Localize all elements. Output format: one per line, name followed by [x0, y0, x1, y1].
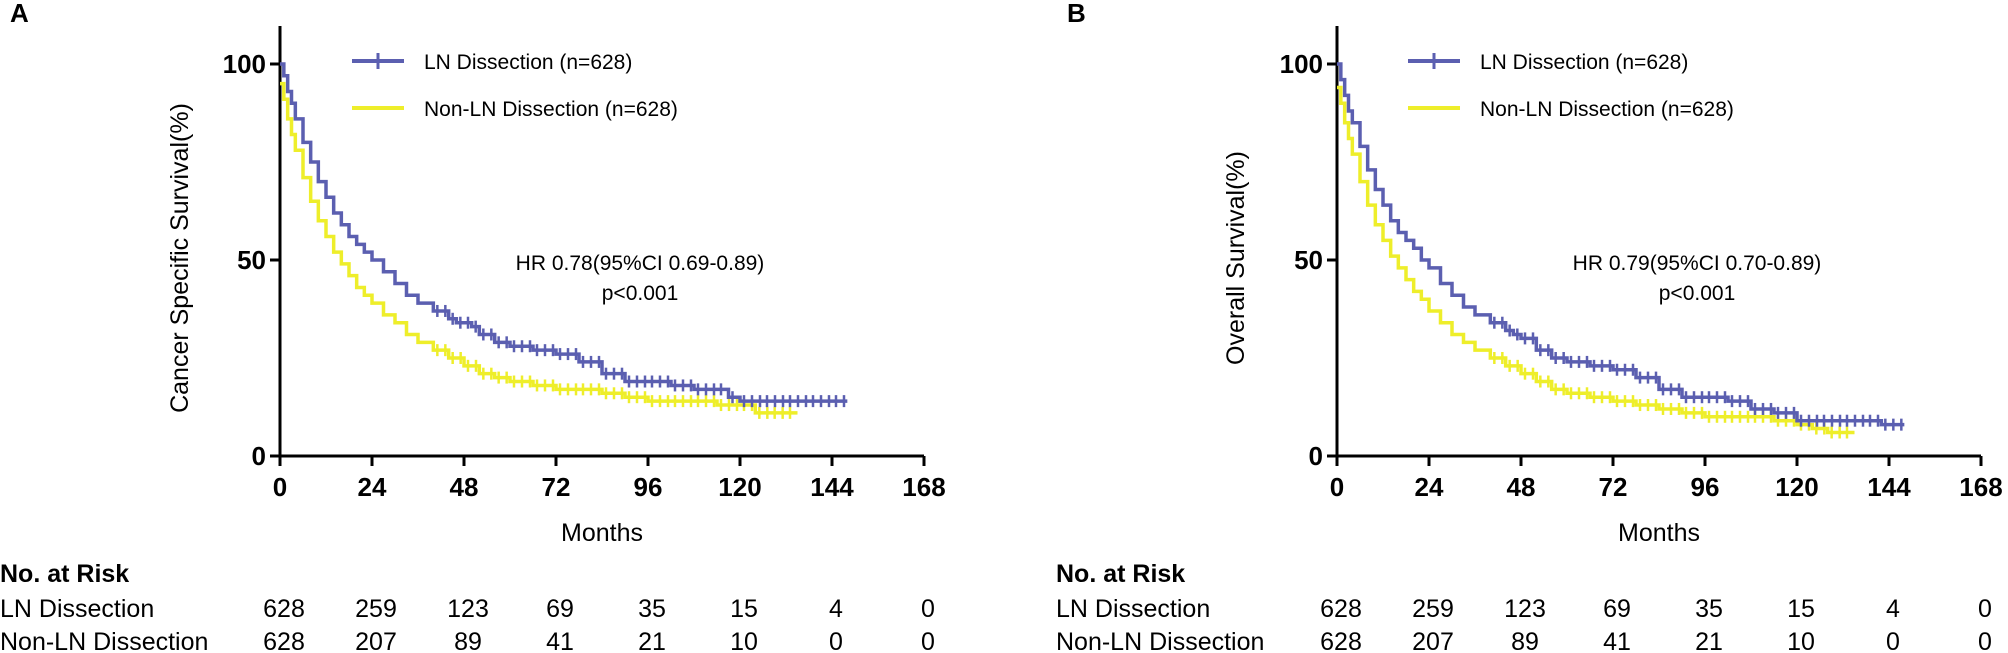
risk-count: 21 — [638, 628, 666, 653]
x-tick-label: 96 — [634, 472, 663, 502]
risk-row-label: LN Dissection — [1056, 595, 1210, 623]
y-tick-label: 50 — [1294, 245, 1323, 275]
x-tick-label: 168 — [902, 472, 945, 502]
risk-table-title: No. at Risk — [1056, 560, 1185, 588]
risk-count: 0 — [1886, 628, 1900, 653]
panel-label: A — [10, 0, 29, 28]
risk-count: 41 — [1603, 628, 1631, 653]
censor-marks-ln — [1493, 316, 1903, 431]
risk-count: 69 — [1603, 595, 1631, 623]
x-tick-label: 120 — [718, 472, 761, 502]
legend-label-ln: LN Dissection (n=628) — [424, 51, 632, 74]
risk-count: 4 — [829, 595, 843, 623]
y-axis-label: Overall Survival(%) — [1222, 151, 1250, 365]
risk-count: 628 — [263, 595, 305, 623]
x-tick-label: 168 — [1959, 472, 2002, 502]
x-tick-label: 72 — [1599, 472, 1628, 502]
y-axis-label: Cancer Specific Survival(%) — [166, 103, 194, 413]
x-tick-label: 120 — [1775, 472, 1818, 502]
x-tick-label: 48 — [450, 472, 479, 502]
risk-count: 15 — [730, 595, 758, 623]
risk-count: 123 — [1504, 595, 1546, 623]
risk-count: 0 — [829, 628, 843, 653]
risk-count: 628 — [1320, 595, 1362, 623]
risk-count: 15 — [1787, 595, 1815, 623]
risk-count: 0 — [921, 628, 935, 653]
x-axis-label: Months — [1618, 519, 1700, 547]
risk-count: 10 — [1787, 628, 1815, 653]
survival-curve-nonln — [1337, 85, 1855, 435]
x-tick-label: 72 — [542, 472, 571, 502]
risk-count: 4 — [1886, 595, 1900, 623]
risk-count: 21 — [1695, 628, 1723, 653]
risk-row-label: Non-LN Dissection — [0, 628, 208, 653]
x-tick-label: 96 — [1691, 472, 1720, 502]
risk-count: 628 — [1320, 628, 1362, 653]
y-tick-label: 100 — [1280, 49, 1323, 79]
risk-count: 628 — [263, 628, 305, 653]
y-tick-label: 50 — [237, 245, 266, 275]
x-tick-label: 48 — [1507, 472, 1536, 502]
hazard-ratio-text: HR 0.79(95%CI 0.70-0.89) — [1573, 252, 1822, 275]
risk-count: 35 — [1695, 595, 1723, 623]
risk-count: 123 — [447, 595, 489, 623]
risk-count: 41 — [546, 628, 574, 653]
censor-marks-nonln — [436, 344, 792, 419]
legend-label-ln: LN Dissection (n=628) — [1480, 51, 1688, 74]
x-tick-label: 24 — [358, 472, 387, 502]
censor-marks-nonln — [1493, 352, 1849, 439]
x-tick-label: 24 — [1415, 472, 1444, 502]
risk-count: 259 — [355, 595, 397, 623]
panel-label: B — [1067, 0, 1086, 28]
x-tick-label: 144 — [810, 472, 854, 502]
survival-curve-nonln — [280, 81, 798, 415]
risk-count: 207 — [1412, 628, 1454, 653]
p-value-text: p<0.001 — [602, 282, 679, 305]
survival-curve-ln — [280, 62, 848, 403]
y-tick-label: 0 — [1309, 441, 1323, 471]
x-tick-label: 144 — [1867, 472, 1911, 502]
risk-row-label: Non-LN Dissection — [1056, 628, 1264, 653]
p-value-text: p<0.001 — [1659, 282, 1736, 305]
risk-count: 0 — [921, 595, 935, 623]
risk-count: 207 — [355, 628, 397, 653]
risk-count: 89 — [454, 628, 482, 653]
legend-label-nonln: Non-LN Dissection (n=628) — [424, 98, 678, 121]
x-tick-label: 0 — [273, 472, 287, 502]
risk-count: 259 — [1412, 595, 1454, 623]
censor-marks-ln — [436, 304, 846, 408]
risk-count: 69 — [546, 595, 574, 623]
risk-count: 89 — [1511, 628, 1539, 653]
survival-curve-ln — [1337, 62, 1905, 427]
risk-row-label: LN Dissection — [0, 595, 154, 623]
y-tick-label: 100 — [223, 49, 266, 79]
risk-count: 0 — [1978, 595, 1992, 623]
risk-count: 10 — [730, 628, 758, 653]
risk-count: 0 — [1978, 628, 1992, 653]
y-tick-label: 0 — [252, 441, 266, 471]
risk-table-title: No. at Risk — [0, 560, 129, 588]
x-axis-label: Months — [561, 519, 643, 547]
x-tick-label: 0 — [1330, 472, 1344, 502]
risk-count: 35 — [638, 595, 666, 623]
legend-label-nonln: Non-LN Dissection (n=628) — [1480, 98, 1734, 121]
hazard-ratio-text: HR 0.78(95%CI 0.69-0.89) — [516, 252, 765, 275]
